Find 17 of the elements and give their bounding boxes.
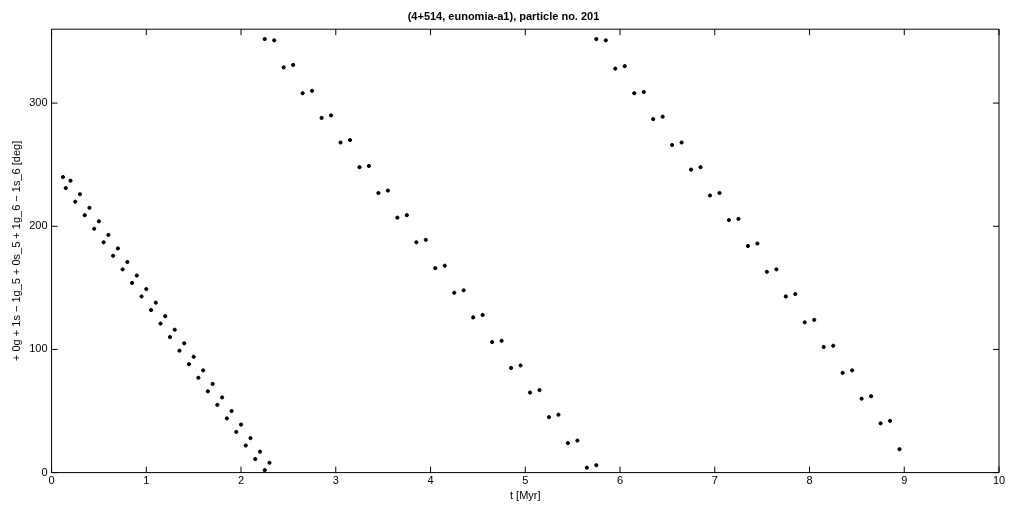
x-tick-label: 3 <box>332 474 339 487</box>
x-tick-label: 5 <box>522 474 529 487</box>
x-tick-label: 10 <box>992 474 1006 487</box>
x-tick-label: 4 <box>427 474 434 487</box>
y-tick-label: 100 <box>29 342 48 355</box>
x-tick-label: 9 <box>901 474 908 487</box>
x-tick-label: 6 <box>616 474 624 487</box>
x-tick-label: 2 <box>237 474 245 487</box>
y-tick-label: 200 <box>29 219 48 232</box>
x-tick-label: 8 <box>806 474 813 487</box>
x-tick-label: 7 <box>711 474 718 487</box>
x-tick-label: 1 <box>143 474 150 487</box>
y-axis-title: + 0g + 1s − 1g_5 + 0s_5 + 1g_6 − 1s_6 [deg] <box>9 140 22 361</box>
y-tick-label: 0 <box>41 465 48 478</box>
chart-title: (4+514, eunomia-a1), particle no. 201 <box>407 9 600 22</box>
y-tick-label: 300 <box>29 96 48 109</box>
x-axis-title: t [Myr] <box>510 489 541 502</box>
